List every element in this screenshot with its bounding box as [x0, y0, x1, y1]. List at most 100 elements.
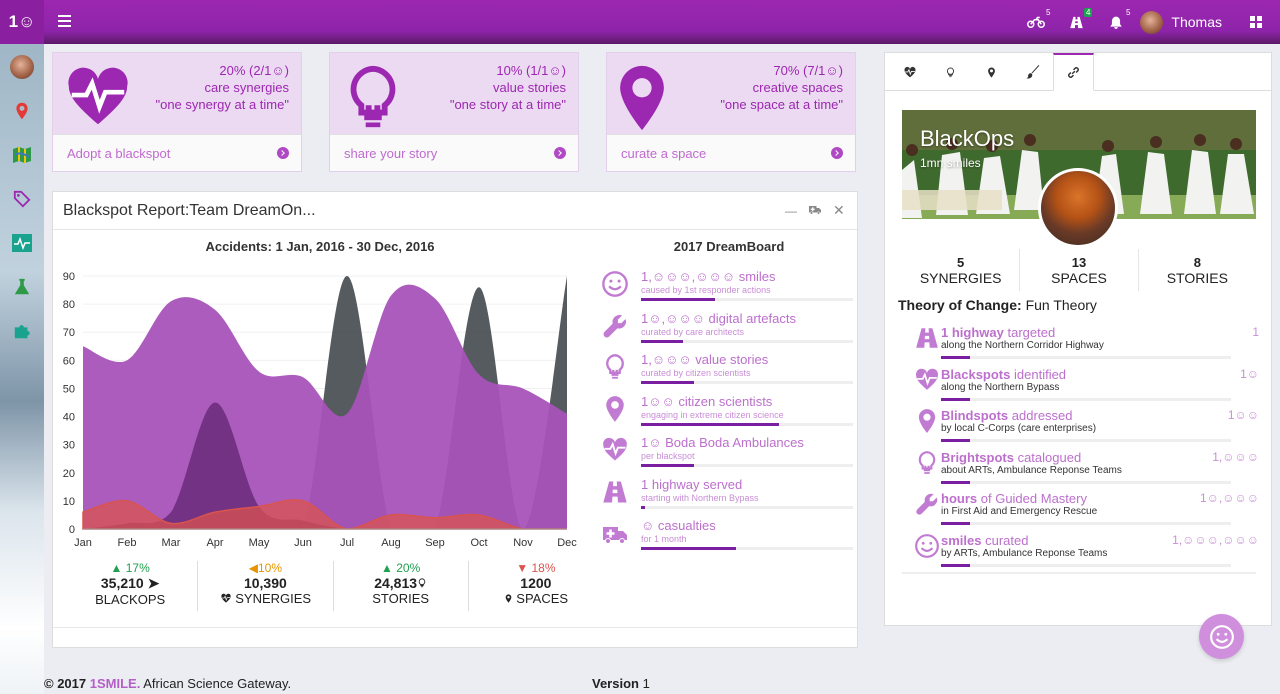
- tab-synergies[interactable]: [889, 53, 930, 91]
- sidebar-item-map[interactable]: [10, 143, 34, 167]
- sidebar-item-tags[interactable]: [10, 187, 34, 211]
- stat-synergies: ◀10% 10,390 SYNERGIES: [198, 561, 334, 611]
- card-motto: "one synergy at a time": [155, 97, 289, 112]
- x-tick-label: Jun: [294, 537, 312, 549]
- arrow-circle-right-icon: [554, 147, 566, 159]
- goal-item-highlight: Brightspots: [941, 449, 1014, 465]
- profile-avatar[interactable]: [1038, 168, 1118, 248]
- goal-item[interactable]: Brightspots catalogued about ARTs, Ambula…: [941, 450, 1259, 492]
- goal-item[interactable]: 1 highway targeted along the Northern Cor…: [941, 325, 1259, 367]
- y-tick-label: 50: [63, 383, 75, 395]
- y-tick-label: 20: [63, 468, 75, 480]
- road-count: 4: [1083, 8, 1093, 17]
- progress-fill: [641, 547, 737, 550]
- y-tick-label: 30: [63, 440, 75, 452]
- ambulance-icon[interactable]: [808, 203, 822, 218]
- tab-spaces[interactable]: [971, 53, 1012, 91]
- up-arrow-icon: ▲: [380, 561, 393, 575]
- user-menu[interactable]: Thomas: [1140, 10, 1222, 34]
- card-motto: "one story at a time": [449, 97, 566, 112]
- sidebar-item-places[interactable]: [10, 99, 34, 123]
- lightbulb-icon: [914, 450, 940, 476]
- dreamboard-item-title: ☺ casualties: [641, 518, 716, 533]
- sidebar-item-lab[interactable]: [10, 275, 34, 299]
- brush-icon: [1025, 65, 1039, 79]
- footer-brand-link[interactable]: 1SMILE.: [89, 676, 141, 691]
- motorbike-notifications[interactable]: 5: [1016, 0, 1056, 44]
- progress-bar: [941, 397, 1231, 401]
- tab-stories[interactable]: [930, 53, 971, 91]
- menu-toggle-icon[interactable]: [58, 15, 71, 27]
- heartbeat-icon: [220, 593, 232, 604]
- dreamboard-item[interactable]: 1☺,☺☺☺ digital artefacts curated by care …: [601, 311, 857, 354]
- dreamboard-item[interactable]: 1☺☺ citizen scientists engaging in extrem…: [601, 394, 857, 437]
- dreamboard-item[interactable]: 1 highway served starting with Northern B…: [601, 476, 857, 520]
- progress-bar: [641, 464, 853, 467]
- card-pct: 10% (1/1☺): [496, 63, 566, 78]
- progress-bar: [641, 547, 853, 550]
- grid-icon[interactable]: [1236, 0, 1276, 44]
- dreamboard-item-title: 1 highway served: [641, 476, 743, 492]
- count-synergies[interactable]: 5 SYNERGIES: [902, 249, 1021, 291]
- goal-item[interactable]: Blindspots addressed by local C-Corps (ca…: [941, 408, 1259, 450]
- close-icon[interactable]: ✕: [833, 202, 845, 218]
- x-tick-label: Mar: [162, 537, 181, 549]
- card-action-label: Adopt a blackspot: [67, 146, 171, 161]
- card-label: creative spaces: [752, 80, 843, 95]
- progress-fill: [641, 298, 716, 301]
- bell-icon: [1110, 16, 1123, 29]
- goal-item[interactable]: Blackspots identified along the Northern …: [941, 367, 1259, 409]
- goal-item-text: catalogued: [1017, 449, 1082, 465]
- x-tick-label: Aug: [381, 537, 401, 549]
- card-care-synergies: 20% (2/1☺) care synergies "one synergy a…: [52, 52, 302, 172]
- count-value: 13: [1071, 255, 1087, 270]
- goal-item-value: 1,☺☺☺,☺☺☺: [1172, 532, 1259, 547]
- smile-icon: [1209, 624, 1235, 650]
- sidebar-item-plugins[interactable]: [10, 319, 34, 343]
- stat-value: 10,390: [243, 575, 287, 591]
- adopt-blackspot-link[interactable]: Adopt a blackspot: [53, 134, 301, 171]
- divider: [902, 572, 1256, 574]
- sidebar-item-pulse[interactable]: [10, 231, 34, 255]
- down-arrow-icon: ▼: [516, 561, 529, 575]
- goal-item-text: targeted: [1007, 325, 1056, 340]
- count-stories[interactable]: 8 STORIES: [1139, 249, 1256, 291]
- smile-icon: [601, 270, 629, 298]
- bell-count: 5: [1125, 8, 1131, 17]
- top-navbar: 1☺ 5 4 5 Thomas: [0, 0, 1280, 44]
- dreamboard-item[interactable]: 1,☺☺☺,☺☺☺ smiles caused by 1st responder …: [601, 270, 857, 312]
- goal-item[interactable]: hours of Guided Mastery in First Aid and …: [941, 491, 1259, 533]
- app-logo[interactable]: 1☺: [0, 0, 44, 44]
- map-marker-icon: [601, 395, 629, 423]
- count-spaces[interactable]: 13 SPACES: [1020, 249, 1139, 291]
- user-name: Thomas: [1171, 14, 1222, 30]
- dreamboard-item[interactable]: 1☺ Boda Boda Ambulances per blackspot: [601, 436, 857, 478]
- road-notifications[interactable]: 4: [1056, 0, 1096, 44]
- goal-item-subtitle: by ARTs, Ambulance Reponse Teams: [941, 547, 1108, 559]
- smile-fab-button[interactable]: [1199, 614, 1244, 659]
- share-story-link[interactable]: share your story: [330, 134, 578, 171]
- map-icon: [13, 147, 31, 163]
- card-pct: 70% (7/1☺): [773, 63, 843, 78]
- stat-value: 1200: [520, 575, 552, 591]
- card-action-label: curate a space: [621, 146, 707, 161]
- bell-notifications[interactable]: 5: [1096, 0, 1136, 44]
- chart-area-series-1: [83, 284, 567, 529]
- sidebar-avatar[interactable]: [10, 55, 34, 79]
- smile-icon: [914, 533, 940, 559]
- road-icon: [1069, 15, 1084, 30]
- progress-fill: [941, 522, 970, 525]
- stat-pct: 18%: [531, 561, 556, 575]
- minimize-icon[interactable]: —: [785, 204, 797, 218]
- arrow-circle-right-icon: [277, 147, 289, 159]
- dreamboard-item-subtitle: starting with Northern Bypass: [641, 492, 759, 503]
- stat-value: 35,210: [100, 575, 144, 591]
- tab-curate[interactable]: [1012, 53, 1053, 91]
- motorbike-count: 5: [1045, 8, 1051, 17]
- dreamboard-item[interactable]: ☺ casualties for 1 month: [601, 519, 857, 561]
- stat-pct: 17%: [125, 561, 150, 575]
- tab-links[interactable]: [1053, 53, 1094, 91]
- dreamboard-item[interactable]: 1,☺☺☺ value stories curated by citizen sc…: [601, 353, 857, 395]
- goal-item[interactable]: smiles curated by ARTs, Ambulance Reponse…: [941, 533, 1259, 575]
- curate-space-link[interactable]: curate a space: [607, 134, 855, 171]
